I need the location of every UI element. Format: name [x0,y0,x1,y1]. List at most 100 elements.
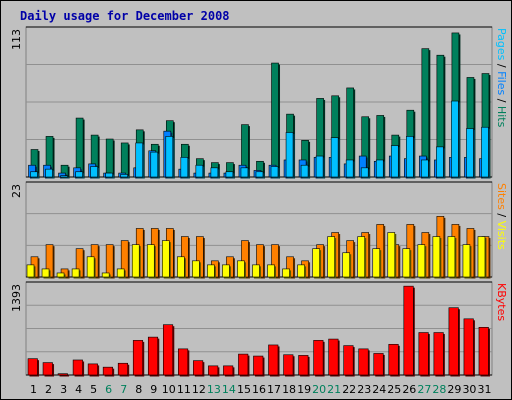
legend-kbytes: KBytes [495,283,508,321]
bar-visits [192,260,200,278]
bar-pages [375,159,384,178]
bar-pages [105,172,113,178]
x-tick-label: 31 [477,383,491,396]
bar-pages [195,164,204,178]
bar-pages [330,137,339,178]
bar-kbytes [193,360,204,376]
bar-pages [300,164,309,178]
x-tick-label: 7 [120,383,127,396]
bar-visits [387,232,396,278]
bar-kbytes [418,332,429,376]
bar-kbytes [57,373,68,376]
x-tick-label: 29 [447,383,461,396]
bar-kbytes [298,355,309,376]
bar-visits [432,236,441,278]
bar-visits [417,244,426,278]
bar-kbytes [117,362,128,376]
bar-visits [71,268,80,278]
legend-item: KBytes [495,283,508,321]
bar-kbytes [87,363,98,376]
bar-pages [436,146,444,178]
bar-pages [481,126,489,178]
bar-kbytes [358,348,369,376]
x-tick-label: 28 [432,383,446,396]
legend-item: Hits [495,106,508,128]
bar-visits [56,272,65,278]
bar-pages [210,167,219,178]
bar-visits [237,260,245,278]
legend-hits-files-pages: Pages / Files / Hits [495,28,508,128]
x-tick-label: 22 [342,383,356,396]
x-tick-label: 2 [45,383,52,396]
x-tick-label: 9 [150,383,157,396]
bar-hits [120,142,129,178]
x-tick-label: 3 [60,383,67,396]
bar-kbytes [147,336,159,376]
bar-hits [105,138,114,178]
x-tick-label: 30 [462,383,476,396]
bar-kbytes [178,348,189,376]
ymax-label: 113 [10,29,23,50]
x-tick-label: 16 [252,383,266,396]
bar-kbytes [478,327,489,376]
bar-pages [225,171,234,178]
bar-visits [146,244,155,278]
bar-pages [150,151,159,178]
bar-sites [105,244,114,278]
bar-kbytes [27,358,38,376]
bar-pages [45,168,53,178]
ymax-label: 23 [10,184,23,198]
legend-visits-sites: Sites / Visits [495,183,508,250]
bar-kbytes [463,318,474,376]
bar-pages [135,142,144,178]
bar-kbytes [132,340,144,376]
bar-pages [180,157,189,178]
ymax-label: 1393 [10,284,23,312]
bar-visits [297,264,305,278]
x-tick-label: 5 [90,383,97,396]
x-tick-label: 20 [312,383,326,396]
legend-item: Files [495,71,508,95]
bar-visits [372,248,381,278]
x-tick-label: 27 [417,383,431,396]
bar-visits [402,248,411,278]
x-tick-label: 24 [372,383,386,396]
bar-visits [131,244,140,278]
bar-visits [177,256,185,278]
bar-visits [252,264,260,278]
bar-pages [345,159,354,178]
x-tick-label: 1 [30,383,37,396]
bar-kbytes [208,365,219,376]
bar-pages [255,171,264,178]
bar-kbytes [448,307,459,376]
legend-item: Pages [495,28,508,61]
legend-item: Sites [495,183,508,210]
bar-kbytes [283,354,294,376]
bar-kbytes [313,340,324,376]
bar-visits [101,272,110,278]
bar-kbytes [162,324,174,376]
x-tick-label: 4 [75,383,82,396]
bar-visits [116,268,125,278]
x-tick-label: 15 [237,383,251,396]
legend-item: / [495,95,508,106]
bar-visits [267,264,275,278]
bar-kbytes [223,365,234,376]
bar-kbytes [268,344,279,376]
bar-visits [26,264,35,278]
bar-pages [165,136,174,178]
bar-visits [342,252,350,278]
bar-kbytes [433,332,444,376]
bar-pages [406,136,414,178]
x-tick-label: 11 [177,383,191,396]
bar-kbytes [253,355,264,376]
legend-item: / [495,210,508,221]
bar-visits [161,240,170,278]
x-tick-label: 23 [357,383,371,396]
bar-kbytes [328,338,339,376]
bar-pages [315,155,324,178]
bar-visits [477,236,486,278]
bar-kbytes [403,285,414,376]
bar-visits [282,268,290,278]
